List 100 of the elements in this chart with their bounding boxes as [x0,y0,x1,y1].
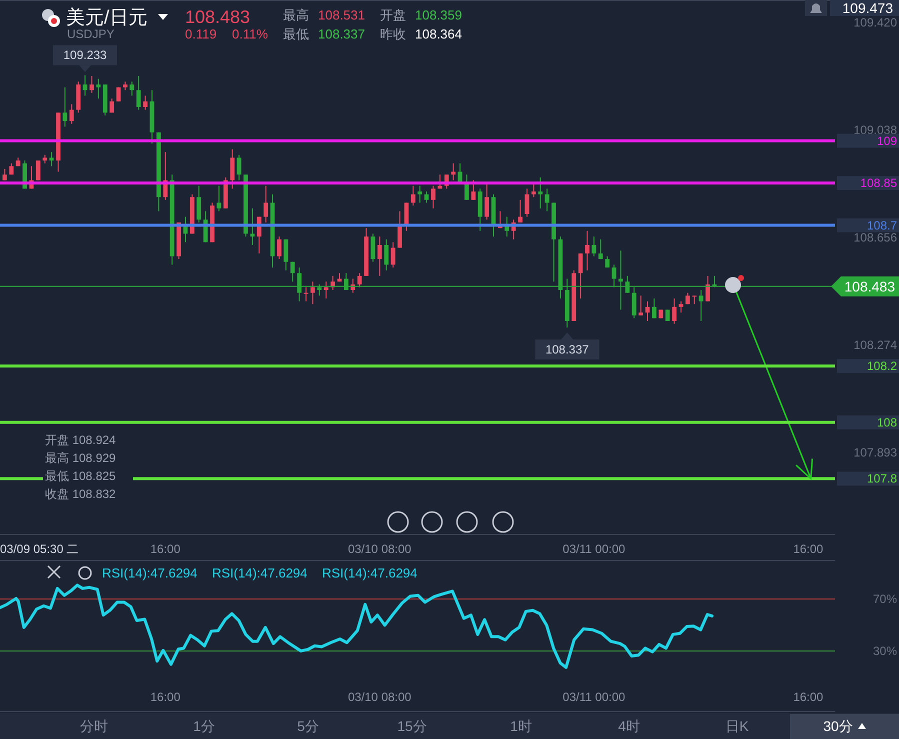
candlestick [390,242,396,268]
candlestick [398,210,402,248]
candlestick [69,104,74,124]
candlestick [585,230,590,271]
candlestick [196,185,202,223]
annotation: 最低 [283,26,309,42]
ref-line-label: 108.2 [866,359,898,374]
text: 分时 [80,718,108,734]
x-tick-label: 16:00 [150,690,181,704]
annotation: 最低 108.825 [45,469,116,483]
y-tick-label: 108.274 [854,338,898,352]
annotation: 昨收 [380,26,406,42]
candlestick [310,281,315,305]
y-tick-label: 70% [872,592,898,606]
candlestick [698,290,704,322]
annotation: 开盘 [380,8,406,22]
x-tick-label: 03/11 00:00 [562,690,626,704]
candlestick [592,236,596,257]
text: 30分 [823,718,853,734]
candlestick [284,238,288,271]
ref-line-label: 108.483 [844,278,896,294]
annotation: 108.359 [415,8,462,22]
ref-line-label: 108.7 [866,218,898,232]
candlestick [277,236,282,260]
candlestick [377,236,382,276]
candlestick [357,272,362,288]
text: 109.473 [842,0,894,16]
annotation: 开盘 108.924 [45,433,116,447]
text: 4时 [618,718,640,734]
candlestick [110,98,114,114]
candlestick [464,174,469,200]
candlestick [578,252,583,299]
annotation: 109.233 [63,48,108,62]
annotation: 0.119 [185,26,217,42]
candlestick [544,188,550,212]
candlestick [471,180,476,200]
candlestick [264,185,268,223]
x-tick-label: 03/11 00:00 [562,542,626,556]
candlestick [370,233,376,262]
x-tick-label: 03/10 08:00 [348,690,412,704]
candlestick [384,238,389,271]
ref-line-label: 108 [876,415,898,430]
candlestick [678,300,684,314]
x-tick-label: 16:00 [150,542,181,556]
candlestick [484,182,490,220]
candlestick [116,86,121,102]
candlestick [143,95,148,110]
annotation: 最高 108.929 [45,451,116,465]
annotation: 108.531 [318,8,365,22]
candlestick [706,275,710,302]
annotation: 收盘 108.832 [45,487,116,501]
x-tick-label: 16:00 [793,542,824,556]
text: 03/09 05:30 二 [0,542,79,556]
candlestick [36,160,40,181]
ref-line-label: 107.8 [866,472,898,486]
candlestick [438,174,442,190]
candlestick [431,185,436,209]
annotation: 108.483 [185,7,250,27]
chart-title: 美元/日元 [66,6,148,28]
y-tick-label: 108.656 [854,230,898,245]
candlestick [290,261,295,282]
annotation: RSI(14):47.6294 [212,566,308,580]
text: 1时 [510,718,532,734]
x-tick-label: 16:00 [793,690,824,704]
candlestick [49,152,54,167]
annotation: 最高 [283,8,309,22]
y-tick-label: 107.893 [854,445,898,460]
candlestick [652,298,656,319]
candlestick [531,182,536,198]
y-tick-label: 30% [872,644,898,658]
annotation: 108.337 [318,26,365,42]
candlestick [672,298,676,324]
candlestick [136,76,141,110]
annotation: RSI(14):47.6294 [102,566,198,580]
text: USDJPY [67,27,114,41]
candlestick [130,81,134,96]
candlestick [90,76,94,94]
candlestick [451,162,456,181]
annotation: 108.364 [415,26,462,42]
candlestick [250,208,255,246]
candlestick [638,295,644,316]
annotation: RSI(14):47.6294 [322,566,418,580]
ref-line-label: 108.85 [860,176,898,190]
y-tick-label: 109.420 [854,16,898,30]
candlestick [62,86,68,128]
candlestick [230,148,235,190]
x-tick-label: 03/10 08:00 [348,542,412,556]
text: 1分 [193,718,215,734]
text: 5分 [297,718,319,734]
annotation: 108.337 [545,342,590,356]
text: 15分 [397,718,427,734]
candlestick [324,281,328,299]
text: 日K [725,718,750,734]
candlestick [518,199,522,223]
candlestick [538,176,543,209]
annotation: 0.11% [232,26,268,42]
candlestick [598,238,603,260]
candlestick [96,78,101,100]
candlestick [410,185,416,206]
candlestick [524,188,530,218]
